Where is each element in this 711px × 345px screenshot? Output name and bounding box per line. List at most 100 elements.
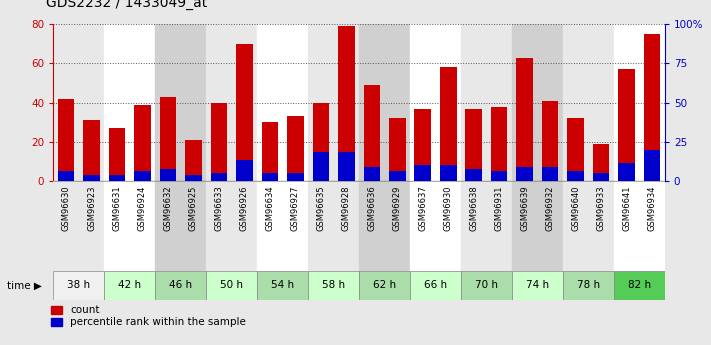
Text: GDS2232 / 1433049_at: GDS2232 / 1433049_at <box>46 0 208 10</box>
Bar <box>109 128 125 181</box>
Bar <box>639 181 665 271</box>
Bar <box>410 181 435 271</box>
Text: GSM96926: GSM96926 <box>240 186 249 231</box>
Bar <box>134 105 151 181</box>
Bar <box>359 181 385 271</box>
Bar <box>308 181 333 271</box>
Bar <box>109 175 125 181</box>
Text: 74 h: 74 h <box>526 280 549 290</box>
Bar <box>83 175 100 181</box>
Bar <box>53 24 79 181</box>
Bar <box>389 171 405 181</box>
Bar <box>206 24 232 181</box>
Text: 66 h: 66 h <box>424 280 447 290</box>
Bar <box>563 181 589 271</box>
Bar <box>206 181 232 271</box>
Bar <box>58 171 75 181</box>
Bar <box>79 181 105 271</box>
Bar <box>415 165 431 181</box>
Bar <box>257 271 308 300</box>
Bar <box>129 181 155 271</box>
Bar <box>389 118 405 181</box>
Text: GSM96934: GSM96934 <box>648 186 656 231</box>
Text: GSM96633: GSM96633 <box>215 186 223 231</box>
Bar <box>160 169 176 181</box>
Text: GSM96932: GSM96932 <box>545 186 555 231</box>
Text: GSM96634: GSM96634 <box>265 186 274 231</box>
Bar <box>308 24 333 181</box>
Text: GSM96637: GSM96637 <box>418 186 427 231</box>
Bar <box>435 181 461 271</box>
Bar <box>410 271 461 300</box>
Bar <box>512 271 563 300</box>
Text: GSM96933: GSM96933 <box>597 186 606 231</box>
Bar <box>333 181 359 271</box>
Bar <box>619 164 635 181</box>
Bar <box>58 99 75 181</box>
Text: 70 h: 70 h <box>475 280 498 290</box>
Bar <box>105 271 155 300</box>
Bar <box>338 152 355 181</box>
Bar <box>589 181 614 271</box>
Bar <box>181 24 206 181</box>
Text: 78 h: 78 h <box>577 280 600 290</box>
Bar <box>287 173 304 181</box>
Bar <box>385 181 410 271</box>
Bar <box>160 97 176 181</box>
Bar <box>105 24 129 181</box>
Text: GSM96931: GSM96931 <box>495 186 503 231</box>
Bar <box>593 144 609 181</box>
Bar <box>210 102 228 181</box>
Bar <box>257 24 283 181</box>
Bar <box>262 122 278 181</box>
Bar <box>461 271 512 300</box>
Bar <box>563 24 589 181</box>
Text: GSM96641: GSM96641 <box>622 186 631 231</box>
Bar <box>542 167 558 181</box>
Bar <box>461 181 486 271</box>
Bar <box>155 24 181 181</box>
Bar <box>363 167 380 181</box>
Text: 38 h: 38 h <box>68 280 90 290</box>
Bar <box>79 24 105 181</box>
Text: GSM96636: GSM96636 <box>368 186 376 231</box>
Text: GSM96930: GSM96930 <box>444 186 453 231</box>
Text: 46 h: 46 h <box>169 280 192 290</box>
Bar <box>359 24 385 181</box>
Bar <box>206 271 257 300</box>
Bar <box>105 181 129 271</box>
Bar <box>287 116 304 181</box>
Bar <box>567 118 584 181</box>
Bar <box>486 181 512 271</box>
Bar <box>491 107 508 181</box>
Bar <box>563 271 614 300</box>
Text: GSM96929: GSM96929 <box>392 186 402 231</box>
Text: GSM96638: GSM96638 <box>469 186 479 231</box>
Bar <box>185 140 202 181</box>
Bar <box>236 159 252 181</box>
Bar <box>129 24 155 181</box>
Bar <box>589 24 614 181</box>
Bar <box>257 181 283 271</box>
Bar <box>155 181 181 271</box>
Text: 58 h: 58 h <box>322 280 345 290</box>
Bar <box>185 175 202 181</box>
Bar <box>283 181 308 271</box>
Text: GSM96639: GSM96639 <box>520 186 529 231</box>
Bar <box>643 34 661 181</box>
Bar <box>283 24 308 181</box>
Bar <box>567 171 584 181</box>
Bar <box>83 120 100 181</box>
Bar <box>639 24 665 181</box>
Bar <box>210 173 228 181</box>
Text: 42 h: 42 h <box>118 280 141 290</box>
Bar <box>181 181 206 271</box>
Text: 62 h: 62 h <box>373 280 396 290</box>
Text: GSM96928: GSM96928 <box>342 186 351 231</box>
Bar <box>236 44 252 181</box>
Text: GSM96631: GSM96631 <box>112 186 122 231</box>
Text: GSM96924: GSM96924 <box>138 186 147 231</box>
Bar <box>486 24 512 181</box>
Bar <box>134 171 151 181</box>
Bar <box>338 26 355 181</box>
